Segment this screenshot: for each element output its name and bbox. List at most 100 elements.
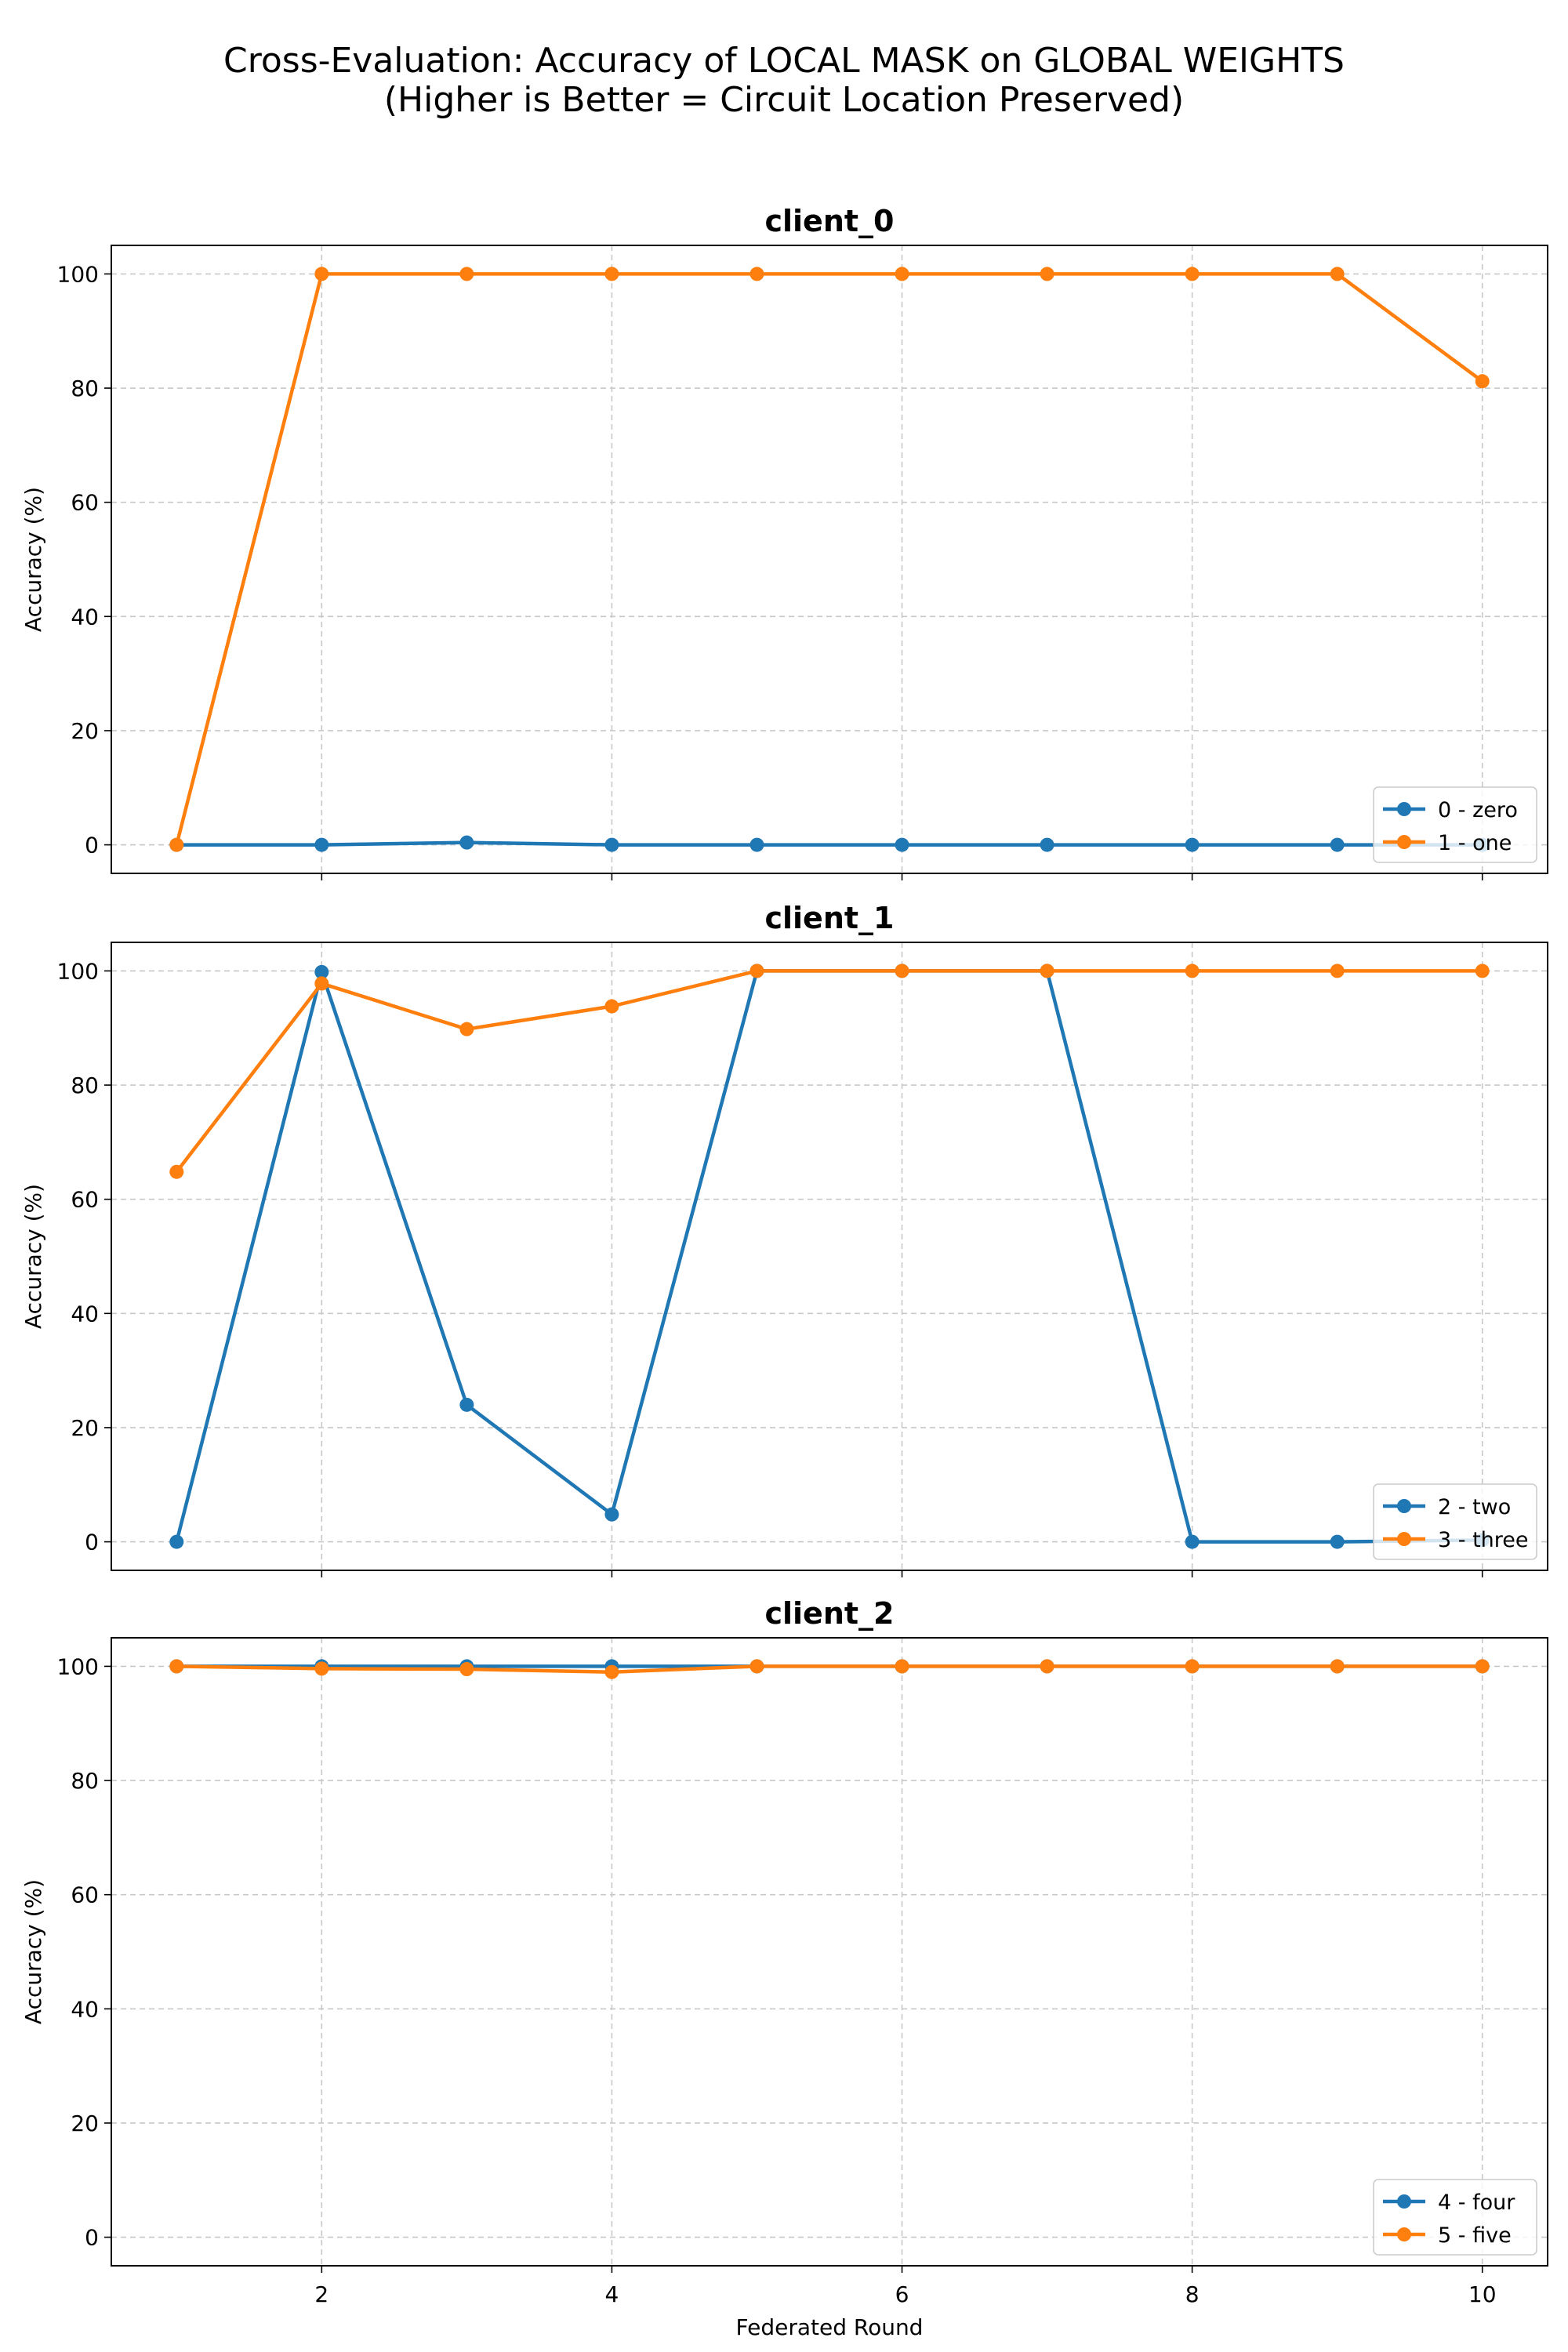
legend-marker: [1397, 835, 1411, 849]
y-tick-label: 0: [85, 833, 99, 858]
data-point: [604, 837, 619, 852]
legend-label: 2 - two: [1438, 1495, 1511, 1519]
panel-title: client_0: [764, 204, 894, 238]
chart-panel-client-1: 0 20 40 60 80 100 client_1 Accuracy (%) 2 - two 3…: [20, 901, 1548, 1577]
data-point: [169, 837, 184, 852]
data-point: [1330, 1534, 1345, 1549]
series-line-0: [175, 969, 1483, 1544]
y-tick-label: 40: [71, 604, 99, 630]
data-point: [459, 835, 474, 850]
y-tick-label: 100: [57, 1653, 99, 1679]
data-point: [1040, 964, 1054, 978]
legend-label: 1 - one: [1438, 831, 1512, 855]
y-tick-label: 80: [71, 1768, 99, 1794]
data-point: [314, 1661, 329, 1676]
data-point: [314, 976, 329, 991]
figure-title-line1: Cross-Evaluation: Accuracy of LOCAL MASK…: [223, 41, 1345, 81]
data-point: [169, 1659, 184, 1674]
x-tick-label: 10: [1468, 2281, 1497, 2307]
series-line-1: [175, 272, 1484, 846]
data-point: [314, 267, 329, 281]
data-point: [1185, 267, 1200, 281]
legend: 0 - zero 1 - one: [1373, 786, 1537, 863]
data-point: [895, 964, 909, 978]
y-axis-label: Accuracy (%): [20, 1879, 46, 2024]
chart-panel-client-0: 0 20 40 60 80 100 client_0 Accuracy (%) 0 - zero…: [20, 204, 1548, 880]
data-point: [750, 1659, 764, 1674]
data-point: [1330, 837, 1345, 852]
axes-frame: [111, 245, 1548, 874]
chart-panel-client-2: 0 20 40 60 80 100 2 4 6 8 10 client_2 Accuracy (%) Fe…: [20, 1596, 1548, 2340]
y-tick-label: 100: [57, 261, 99, 287]
data-point: [459, 1397, 474, 1412]
data-point: [1330, 1659, 1345, 1674]
y-tick-label: 100: [57, 958, 99, 984]
data-point: [895, 837, 909, 852]
x-tick-label: 2: [314, 2281, 328, 2307]
y-tick-label: 80: [71, 376, 99, 401]
data-point: [750, 267, 764, 281]
x-tick-label: 4: [605, 2281, 619, 2307]
legend: 2 - two 3 - three: [1373, 1483, 1537, 1560]
data-point: [750, 964, 764, 978]
data-point: [1475, 964, 1490, 978]
legend-label: 0 - zero: [1438, 798, 1518, 822]
figure-title-line2: (Higher is Better = Circuit Location Pre…: [384, 80, 1184, 120]
data-point: [1040, 1659, 1054, 1674]
y-tick-label: 0: [85, 2225, 99, 2251]
series-line-0: [176, 840, 1483, 847]
x-tick-label: 8: [1185, 2281, 1200, 2307]
data-point: [1040, 267, 1054, 281]
legend-label: 5 - five: [1438, 2223, 1512, 2248]
data-point: [604, 999, 619, 1014]
data-point: [459, 267, 474, 281]
legend-marker: [1397, 1532, 1411, 1546]
y-tick-label: 20: [71, 2111, 99, 2136]
axes-frame: [111, 942, 1548, 1571]
y-axis-label: Accuracy (%): [20, 1184, 46, 1329]
legend-label: 3 - three: [1438, 1528, 1529, 1552]
data-point: [314, 837, 329, 852]
data-point: [1185, 964, 1200, 978]
y-tick-label: 80: [71, 1073, 99, 1098]
data-point: [314, 964, 329, 979]
panel-title: client_1: [764, 901, 894, 935]
data-point: [895, 267, 909, 281]
legend-marker: [1397, 1499, 1411, 1513]
y-tick-label: 60: [71, 1187, 99, 1213]
data-point: [459, 1662, 474, 1677]
legend-marker: [1397, 802, 1411, 816]
panel-title: client_2: [764, 1596, 894, 1631]
data-point: [1330, 964, 1345, 978]
y-tick-label: 40: [71, 1301, 99, 1327]
series-line-1: [176, 1664, 1483, 1674]
x-axis-label: Federated Round: [736, 2314, 924, 2340]
data-point: [1475, 1659, 1490, 1674]
data-point: [604, 267, 619, 281]
data-point: [459, 1022, 474, 1036]
y-tick-label: 0: [85, 1530, 99, 1555]
data-point: [1330, 267, 1345, 281]
y-tick-label: 20: [71, 1415, 99, 1441]
legend-label: 4 - four: [1438, 2190, 1515, 2215]
axes-frame: [111, 1637, 1548, 2267]
x-tick-label: 6: [895, 2281, 909, 2307]
y-tick-label: 20: [71, 718, 99, 744]
legend: 4 - four 5 - five: [1373, 2179, 1537, 2256]
data-point: [895, 1659, 909, 1674]
data-point: [604, 1507, 619, 1522]
legend-marker: [1397, 2194, 1411, 2209]
data-point: [1185, 1534, 1200, 1549]
data-point: [169, 1164, 184, 1179]
data-point: [1185, 837, 1200, 852]
data-point: [1040, 837, 1054, 852]
data-point: [604, 1664, 619, 1679]
data-point: [1475, 374, 1490, 389]
data-point: [750, 837, 764, 852]
y-tick-label: 60: [71, 1882, 99, 1908]
y-axis-label: Accuracy (%): [20, 487, 46, 632]
series-line-1: [175, 969, 1483, 1174]
y-tick-label: 40: [71, 1996, 99, 2022]
data-point: [169, 1534, 184, 1549]
